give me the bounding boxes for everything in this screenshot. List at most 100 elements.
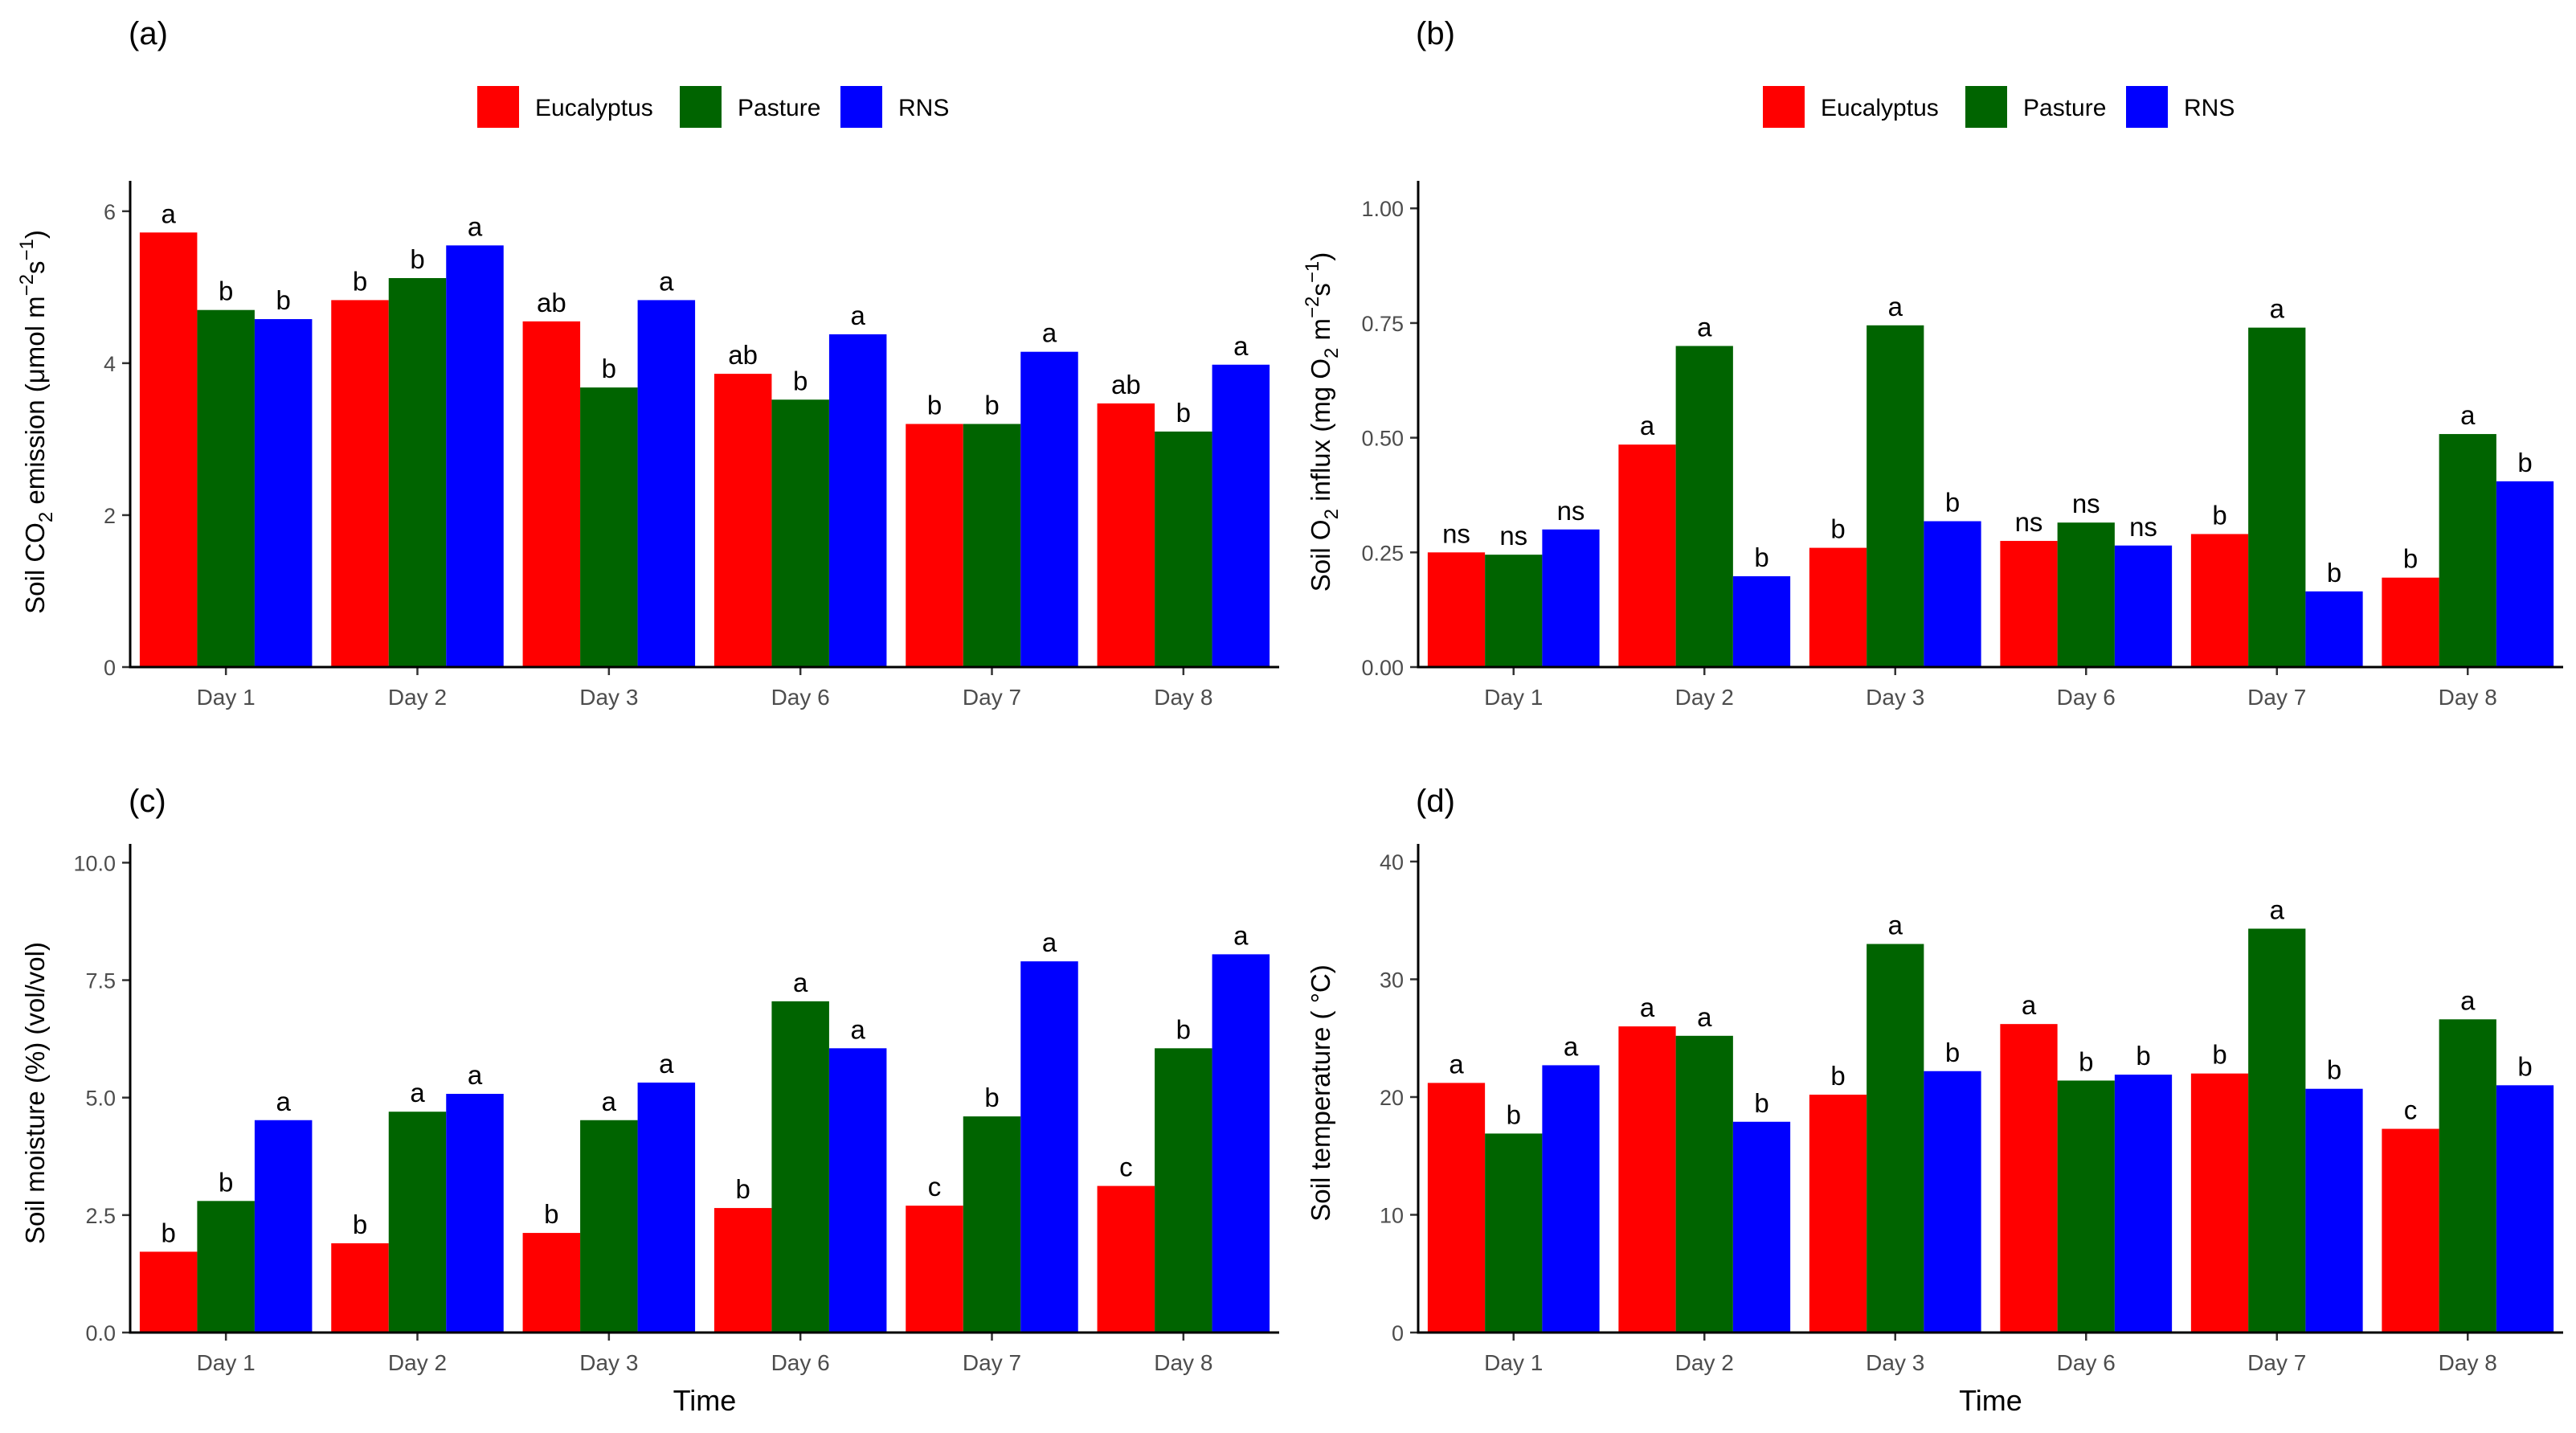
bar-eucalyptus-day2	[331, 300, 389, 667]
significance-label: b	[1176, 1014, 1191, 1044]
y-tick-label: 6	[104, 200, 116, 224]
bar-pasture-day6	[771, 399, 829, 667]
x-tick-label: Day 8	[1154, 685, 1212, 710]
legend-key-eucalyptus	[1763, 86, 1805, 128]
bar-eucalyptus-day3	[522, 321, 581, 667]
bar-eucalyptus-day7	[2190, 534, 2249, 667]
x-tick-label: Day 7	[2247, 685, 2306, 710]
significance-label: a	[410, 1078, 425, 1108]
y-tick-label: 0.75	[1361, 312, 1404, 336]
x-tick-label: Day 7	[963, 1350, 1021, 1375]
x-tick-label: Day 1	[197, 1350, 256, 1375]
significance-label: a	[1888, 911, 1903, 940]
x-tick-label: Day 2	[1675, 685, 1734, 710]
x-tick-label: Day 1	[1484, 685, 1543, 710]
bar-rns-day2	[1732, 575, 1791, 667]
x-tick-label: Day 8	[2439, 1350, 2497, 1375]
bar-rns-day1	[1542, 1065, 1600, 1333]
legend-key-pasture	[680, 86, 722, 128]
y-tick-label: 1.00	[1361, 197, 1404, 221]
x-tick-label: Day 6	[771, 1350, 830, 1375]
bar-pasture-day7	[963, 424, 1021, 667]
x-tick-label: Day 2	[388, 1350, 447, 1375]
significance-label: a	[2270, 895, 2285, 924]
x-tick-label: Day 1	[197, 685, 256, 710]
panel-label: (b)	[1416, 16, 1455, 51]
y-tick-label: 20	[1380, 1086, 1404, 1110]
y-tick-label: 2	[104, 504, 116, 528]
significance-label: a	[1233, 331, 1249, 361]
y-axis-title: Soil temperature ( °C)	[1306, 964, 1335, 1221]
bar-eucalyptus-day8	[2382, 577, 2439, 667]
x-axis-title: Time	[1959, 1384, 2022, 1417]
significance-label: a	[161, 199, 176, 228]
bar-rns-day3	[1924, 1071, 1981, 1333]
y-tick-label: 10.0	[73, 851, 116, 875]
x-tick-label: Day 2	[388, 685, 447, 710]
bar-pasture-day8	[2439, 434, 2496, 667]
panel-label: (c)	[129, 784, 166, 819]
significance-label: b	[927, 391, 942, 420]
significance-label: ab	[728, 340, 758, 370]
significance-label: b	[1945, 1038, 1960, 1067]
bar-rns-day8	[1212, 364, 1270, 667]
bar-eucalyptus-day7	[2190, 1073, 2249, 1333]
y-tick-label: 7.5	[85, 969, 116, 993]
y-axis-ticks: 0.00 0.25 0.50 0.75 1.00	[1361, 197, 1418, 680]
x-tick-label: Day 3	[579, 1350, 638, 1375]
significance-label: b	[2212, 1040, 2226, 1070]
bar-rns-day1	[254, 1120, 313, 1333]
x-tick-label: Day 8	[2439, 685, 2497, 710]
significance-label: b	[602, 354, 616, 383]
bar-rns-day7	[1020, 961, 1078, 1333]
bar-pasture-day7	[963, 1116, 1021, 1333]
significance-label: b	[1754, 542, 1768, 572]
significance-label: b	[161, 1218, 175, 1247]
bar-pasture-day3	[580, 387, 638, 667]
bar-eucalyptus-day1	[139, 232, 198, 667]
bar-pasture-day2	[388, 1112, 447, 1333]
significance-label: b	[2327, 558, 2341, 588]
bar-pasture-day2	[1675, 1035, 1733, 1333]
bar-pasture-day1	[1485, 555, 1543, 667]
chart-panel-d: (d) 0 10 20 30 40 a b a a a b b a b a b b b a b c a b Day 1 Day 2…	[1306, 784, 2563, 1417]
y-axis-ticks: 0 2 4 6	[104, 200, 130, 680]
bar-eucalyptus-day1	[1427, 1083, 1486, 1333]
legend-key-pasture	[1965, 86, 2007, 128]
significance-label: a	[659, 1049, 674, 1079]
panel-label: (a)	[129, 16, 168, 51]
bar-eucalyptus-day3	[522, 1233, 581, 1333]
significance-label: b	[276, 285, 290, 315]
bar-eucalyptus-day7	[906, 1206, 963, 1333]
significance-label: b	[1945, 488, 1960, 518]
bars: a b a a a b b a b a b b b a b c a b	[1427, 895, 2554, 1333]
significance-label: b	[2403, 544, 2418, 574]
x-tick-label: Day 1	[1484, 1350, 1543, 1375]
significance-label: b	[2517, 448, 2532, 477]
x-tick-label: Day 3	[1866, 1350, 1924, 1375]
bar-rns-day6	[828, 334, 887, 667]
bar-pasture-day6	[2057, 1080, 2115, 1333]
significance-label: b	[2212, 500, 2226, 530]
significance-label: b	[1830, 514, 1845, 544]
bar-rns-day6	[2114, 1075, 2173, 1333]
significance-label: ab	[1111, 370, 1141, 399]
significance-label: b	[1176, 398, 1191, 428]
significance-label: b	[1754, 1088, 1768, 1118]
bar-eucalyptus-day3	[1809, 1095, 1867, 1333]
bar-pasture-day3	[1867, 944, 1924, 1333]
y-axis-ticks: 0 10 20 30 40	[1380, 850, 1418, 1345]
bar-rns-day7	[2305, 1088, 2363, 1333]
bar-rns-day1	[254, 319, 313, 667]
y-tick-label: 0.50	[1361, 427, 1404, 451]
significance-label: ns	[2129, 512, 2157, 542]
bar-eucalyptus-day2	[331, 1243, 389, 1333]
significance-label: a	[1640, 993, 1655, 1022]
bar-pasture-day1	[197, 309, 255, 667]
bar-rns-day3	[637, 300, 696, 667]
chart-panel-b: (b) Eucalyptus Pasture RNS 0.00 0.25 0.50 0.75 1…	[1302, 16, 2563, 710]
significance-label: b	[2136, 1041, 2150, 1071]
significance-label: a	[1042, 927, 1057, 957]
significance-label: b	[544, 1199, 558, 1229]
